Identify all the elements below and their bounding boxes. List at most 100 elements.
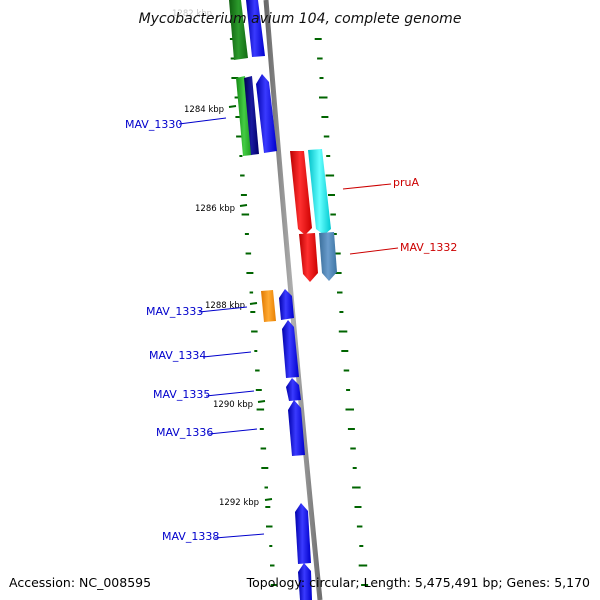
gene-pruA-cyan[interactable]: [308, 149, 331, 235]
gene-mav-1332-red[interactable]: [299, 233, 318, 282]
tick-label-1288: 1288 kbp: [205, 301, 245, 311]
gc-dot: [239, 155, 243, 157]
gc-dot: [328, 194, 335, 196]
label-leader-lines: [178, 117, 399, 539]
gene-mav-1334[interactable]: [282, 320, 299, 378]
gc-dot: [347, 428, 355, 430]
gc-dot: [249, 291, 254, 294]
gc-dot: [264, 486, 268, 489]
gc-dot: [260, 447, 267, 450]
gene-blue-upper[interactable]: [256, 74, 277, 153]
gc-dot: [337, 291, 343, 294]
gc-dot: [240, 174, 245, 177]
label-mav-1332[interactable]: MAV_1332: [400, 241, 457, 254]
tick-mark: [249, 302, 258, 305]
gc-dot: [350, 447, 356, 450]
tick-mark: [239, 204, 248, 207]
label-mav-1335[interactable]: MAV_1335: [153, 388, 210, 401]
tick-mark: [264, 498, 273, 501]
gc-dot: [259, 428, 264, 430]
tick-mark: [228, 105, 237, 108]
gc-dot: [345, 408, 354, 411]
leader-mav-1338: [214, 533, 265, 539]
gc-dot: [234, 96, 239, 99]
gc-dot: [270, 564, 275, 567]
leader-mav-1336: [208, 428, 258, 435]
gc-dot: [245, 252, 252, 255]
gc-dot: [338, 330, 348, 333]
gene-green-top[interactable]: [229, 0, 248, 60]
gc-dot: [314, 38, 322, 40]
gc-dot: [250, 311, 256, 313]
gc-dot: [323, 135, 330, 138]
gc-dot: [246, 272, 254, 274]
gc-dot: [255, 389, 262, 391]
leader-pruA: [342, 183, 392, 190]
gene-labels: MAV_1330 pruA MAV_1332 MAV_1333 MAV_1334…: [125, 118, 457, 543]
gc-dot: [352, 467, 357, 469]
gc-dot: [358, 564, 368, 567]
gene-blue-top[interactable]: [246, 0, 265, 57]
genes-left-strand: [229, 0, 312, 600]
gene-mav-1332-steelblue[interactable]: [319, 232, 337, 281]
gene-mav-1338[interactable]: [295, 503, 311, 564]
gc-dot: [343, 369, 350, 372]
gc-dot: [229, 38, 234, 40]
gc-dot: [319, 96, 328, 99]
gc-dot: [266, 525, 273, 528]
label-mav-1334[interactable]: MAV_1334: [149, 349, 206, 362]
gc-dot: [269, 545, 273, 547]
gene-mav-1335[interactable]: [286, 378, 301, 401]
gc-dot: [256, 408, 265, 411]
gc-dot: [270, 584, 277, 586]
genome-backbone: [263, 0, 323, 600]
gc-dot: [240, 194, 247, 196]
gc-dot: [326, 155, 331, 157]
leader-mav-1330: [178, 117, 227, 125]
gc-dot: [341, 350, 349, 352]
gc-dot: [319, 77, 324, 79]
gc-dot: [251, 330, 258, 333]
gc-dot: [359, 545, 364, 547]
gc-dot: [254, 350, 258, 352]
tick-label-1290: 1290 kbp: [213, 400, 253, 410]
leader-mav-1334: [202, 351, 252, 358]
gene-mav-1336[interactable]: [288, 400, 305, 456]
gc-dot: [265, 506, 271, 508]
gene-mav-1333-orange[interactable]: [261, 290, 276, 322]
label-mav-1333[interactable]: MAV_1333: [146, 305, 203, 318]
gene-blue-bottom[interactable]: [298, 563, 312, 600]
label-pruA[interactable]: pruA: [393, 176, 419, 189]
gc-dot: [352, 486, 361, 489]
gene-mav-1330-darkblue[interactable]: [244, 76, 259, 155]
gene-pruA-red[interactable]: [290, 151, 312, 235]
label-mav-1330[interactable]: MAV_1330: [125, 118, 182, 131]
gc-dot: [241, 213, 250, 216]
gc-dot: [339, 311, 344, 313]
genes-right-strand: [290, 149, 337, 282]
kbp-ticks: 1284 kbp 1286 kbp 1288 kbp 1290 kbp 1292…: [184, 105, 273, 508]
gc-dot: [346, 389, 351, 391]
gene-mav-1330-green[interactable]: [236, 76, 252, 156]
label-mav-1338[interactable]: MAV_1338: [162, 530, 219, 543]
gc-dot: [261, 467, 269, 469]
gc-dot: [330, 213, 336, 216]
gc-dot: [334, 272, 342, 274]
gc-dot: [317, 57, 323, 60]
gc-dot: [244, 233, 249, 235]
gc-dot: [361, 584, 369, 586]
gc-content-dots: [229, 38, 369, 586]
gc-dot: [354, 506, 362, 508]
tick-label-1286: 1286 kbp: [195, 204, 235, 214]
tick-label-1292: 1292 kbp: [219, 498, 259, 508]
footer-accession: Accession: NC_008595: [9, 575, 151, 590]
gc-dot: [231, 77, 239, 79]
gc-dot: [325, 174, 335, 177]
gc-dot: [235, 116, 241, 118]
gene-blue-1[interactable]: [279, 289, 294, 320]
gc-dot: [356, 525, 363, 528]
map-title: Mycobacterium avium 104, complete genome: [139, 11, 462, 27]
label-mav-1336[interactable]: MAV_1336: [156, 426, 213, 439]
leader-mav-1333: [198, 306, 248, 313]
